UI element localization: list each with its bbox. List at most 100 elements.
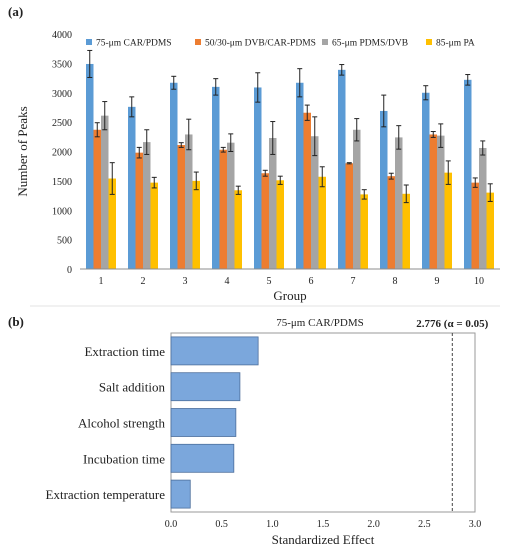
- bar: [93, 129, 101, 269]
- error-bar: [381, 94, 387, 128]
- bar: [353, 129, 361, 269]
- bar: [296, 82, 304, 269]
- error-bar: [262, 169, 268, 177]
- panel-b-category-labels: Extraction time Salt addition Alcohol stre…: [46, 344, 166, 502]
- error-bar: [346, 162, 352, 165]
- bar: [437, 135, 445, 269]
- bar: [135, 152, 143, 269]
- bar: [380, 110, 388, 270]
- legend-label: 75-μm CAR/PDMS: [96, 39, 172, 49]
- error-bar: [312, 116, 318, 157]
- x-tick-label: 0.0: [165, 519, 178, 530]
- error-bar: [472, 177, 478, 188]
- y-tick-label: 4000: [52, 30, 72, 41]
- legend-swatch: [426, 39, 432, 45]
- error-bar: [297, 68, 303, 98]
- error-bar: [319, 166, 325, 188]
- category-label: Salt addition: [99, 380, 166, 395]
- error-bar: [213, 78, 219, 96]
- x-tick-label: 1.0: [266, 519, 279, 530]
- bar: [212, 86, 220, 269]
- y-tick-label: 2000: [52, 148, 72, 159]
- error-bar: [144, 129, 150, 155]
- panel-a-x-ticks: 1 2 3 4 5 6 7 8 9 10: [99, 276, 485, 287]
- bar: [402, 193, 410, 269]
- error-bar: [109, 162, 115, 195]
- bar: [108, 178, 116, 269]
- bar: [150, 182, 158, 269]
- category-label: Extraction temperature: [46, 487, 166, 502]
- panel-b-bars: [170, 336, 259, 509]
- bar: [269, 137, 277, 269]
- x-tick-label: 5: [267, 276, 272, 287]
- reference-line-label: 2.776 (α = 0.05): [416, 318, 488, 330]
- bar: [422, 92, 430, 269]
- panel-a-y-axis-label: Number of Peaks: [15, 106, 30, 196]
- bar: [86, 63, 94, 270]
- error-bar: [487, 183, 493, 202]
- error-bar: [255, 72, 261, 103]
- legend-swatch: [86, 39, 92, 45]
- legend-label: 85-μm PA: [436, 39, 475, 49]
- y-tick-label: 1000: [52, 206, 72, 217]
- x-tick-label: 3.0: [469, 519, 482, 530]
- panel-a-x-axis-label: Group: [273, 288, 306, 303]
- error-bar: [220, 146, 226, 153]
- x-tick-label: 8: [393, 276, 398, 287]
- error-bar: [396, 125, 402, 150]
- error-bar: [87, 49, 93, 78]
- bar: [387, 176, 395, 269]
- bar: [338, 69, 346, 270]
- panel-b-title: 75-μm CAR/PDMS: [276, 317, 364, 329]
- category-label: Incubation time: [83, 451, 165, 466]
- error-bar: [171, 75, 177, 90]
- y-tick-label: 2500: [52, 118, 72, 129]
- panel-a-chart: (a) 75-μm CAR/PDMS 50/30-μm DVB/CAR-PDMS 6…: [8, 4, 500, 303]
- legend-label: 50/30-μm DVB/CAR-PDMS: [205, 39, 316, 49]
- x-tick-label: 6: [309, 276, 314, 287]
- panel-a-legend: 75-μm CAR/PDMS 50/30-μm DVB/CAR-PDMS 65-μm…: [86, 39, 475, 49]
- bar: [170, 443, 235, 473]
- bar: [101, 115, 109, 269]
- bar: [254, 87, 262, 270]
- bar: [318, 176, 326, 269]
- bar: [185, 134, 193, 269]
- bar: [261, 173, 269, 269]
- error-bar: [430, 131, 436, 138]
- error-bar: [235, 185, 241, 195]
- bar: [311, 136, 319, 269]
- legend-item: 50/30-μm DVB/CAR-PDMS: [195, 39, 316, 49]
- panel-a-y-ticks: 0 500 1000 1500 2000 2500 3000 3500 4000: [52, 30, 72, 276]
- x-tick-label: 0.5: [215, 519, 228, 530]
- error-bar: [480, 140, 486, 156]
- error-bar: [277, 175, 283, 185]
- x-tick-label: 7: [351, 276, 356, 287]
- y-tick-label: 1500: [52, 177, 72, 188]
- error-bar: [445, 160, 451, 185]
- x-tick-label: 2: [141, 276, 146, 287]
- y-tick-label: 0: [67, 265, 72, 276]
- error-bar: [193, 171, 199, 191]
- error-bar: [94, 122, 100, 138]
- x-tick-label: 9: [435, 276, 440, 287]
- legend-swatch: [195, 39, 201, 45]
- y-tick-label: 3000: [52, 89, 72, 100]
- legend-label: 65-μm PDMS/DVB: [332, 39, 408, 49]
- bar: [192, 180, 200, 269]
- error-bar: [304, 104, 310, 121]
- x-tick-label: 4: [225, 276, 230, 287]
- bar: [170, 479, 191, 509]
- panel-b-label: (b): [8, 314, 24, 329]
- bar: [471, 182, 479, 269]
- x-tick-label: 10: [474, 276, 484, 287]
- error-bar: [136, 146, 142, 159]
- bar: [227, 142, 235, 269]
- error-bar: [438, 123, 444, 148]
- bar: [464, 79, 472, 269]
- panel-b-x-ticks: 0.0 0.5 1.0 1.5 2.0 2.5 3.0: [165, 519, 482, 530]
- bar: [444, 172, 452, 269]
- bar: [170, 82, 178, 269]
- error-bar: [388, 172, 394, 180]
- bar: [170, 372, 241, 402]
